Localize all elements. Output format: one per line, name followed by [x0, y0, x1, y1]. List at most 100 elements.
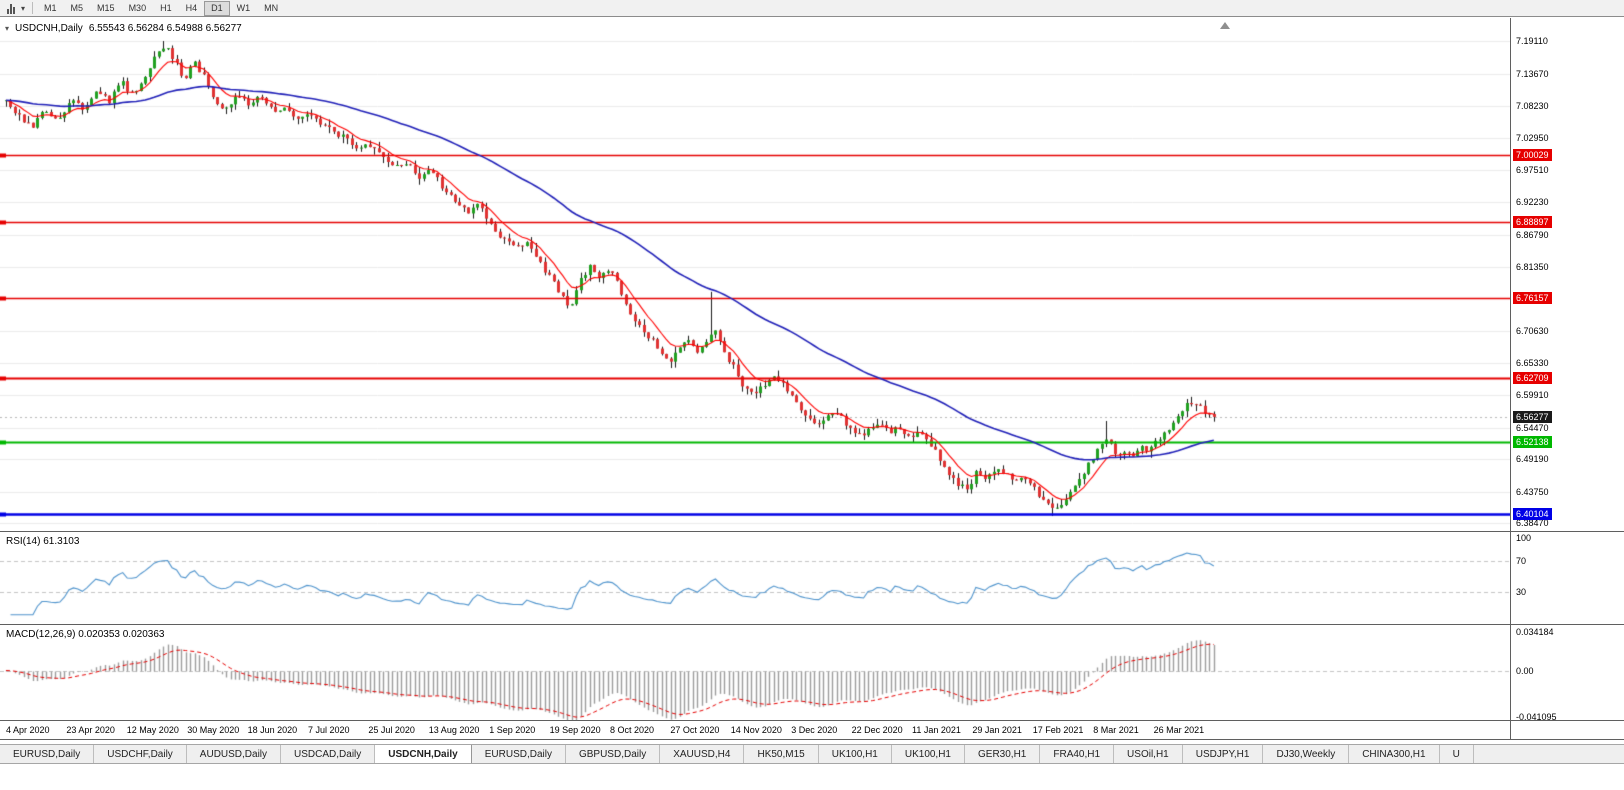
price-tick-label: 6.49190 [1516, 454, 1549, 465]
chart-tab[interactable]: U [1439, 745, 1474, 763]
time-axis[interactable]: 4 Apr 2020 23 Apr 2020 12 May 2020 30 May 2… [0, 721, 1510, 739]
price-tick-label: 6.38470 [1516, 518, 1549, 529]
chart-type-icon-bar [7, 8, 9, 14]
timeframe-button-w1[interactable]: W1 [236, 2, 251, 13]
price-tick-label: 6.54470 [1516, 422, 1549, 433]
date-label: 8 Oct 2020 [610, 725, 655, 735]
chart-tab[interactable]: GBPUSD,Daily [565, 745, 661, 763]
chart-tab[interactable]: FRA40,H1 [1040, 745, 1115, 763]
timeframe-button-m5[interactable]: M5 [70, 2, 84, 13]
date-label: 14 Nov 2020 [730, 725, 782, 735]
price-axis-border [1510, 18, 1511, 740]
chart-tab[interactable]: XAUUSD,H4 [660, 745, 745, 763]
macd-scale-label: 0.00 [1516, 665, 1534, 676]
price-tick-label: 7.19110 [1516, 36, 1548, 47]
price-tick-label: 6.65330 [1516, 357, 1549, 368]
price-tick-label: 6.81350 [1516, 262, 1549, 273]
date-label: 11 Jan 2021 [912, 725, 961, 735]
date-label: 30 May 2020 [187, 725, 240, 735]
price-tick-label: 7.02950 [1516, 132, 1549, 143]
date-label: 22 Dec 2020 [851, 725, 903, 735]
chart-tab[interactable]: UK100,H1 [891, 745, 965, 763]
price-tick-label: 6.59910 [1516, 390, 1549, 401]
rsi-label: RSI(14) 61.3103 [6, 536, 80, 547]
chart-shift-marker-icon[interactable] [1220, 22, 1230, 29]
chart-tab[interactable]: EURUSD,Daily [0, 745, 95, 763]
timeframe-button-d1[interactable]: D1 [204, 0, 230, 16]
date-label: 3 Dec 2020 [791, 725, 838, 735]
date-label: 7 Jul 2020 [308, 725, 350, 735]
chart-bottom-border [0, 739, 1624, 740]
date-label: 18 Jun 2020 [247, 725, 298, 735]
price-tick-label: 6.70630 [1516, 326, 1549, 337]
rsi-scale-label: 70 [1516, 556, 1527, 567]
symbol-label: USDCNH,Daily [15, 23, 83, 34]
chart-tab[interactable]: UK100,H1 [818, 745, 892, 763]
price-axis[interactable]: 7.19110 7.13670 7.08230 7.02950 6.97510 6.922… [1511, 18, 1624, 740]
time-axis-border [0, 720, 1624, 721]
timeframe-button-m30[interactable]: M30 [128, 2, 147, 13]
macd-scale-label: 0.034184 [1516, 626, 1554, 637]
toolbar: ▾ M1 M5 M15 M30 H1 H4 D1 W1 MN [0, 0, 1624, 17]
date-label: 26 Mar 2021 [1153, 725, 1205, 735]
level-price-label: 6.88897 [1513, 215, 1552, 228]
chart-type-icon-bar [13, 6, 15, 14]
level-price-label: 7.00029 [1513, 149, 1552, 162]
macd-scale-label: -0.041095 [1516, 712, 1557, 723]
chart-tab[interactable]: HK50,M15 [744, 745, 819, 763]
chart-tab[interactable]: AUDUSD,Daily [186, 745, 282, 763]
date-label: 8 Mar 2021 [1093, 725, 1139, 735]
chart-tab[interactable]: EURUSD,Daily [471, 745, 566, 763]
panel-separator[interactable] [0, 531, 1624, 532]
chart-tab[interactable]: GER30,H1 [965, 745, 1041, 763]
level-price-label: 6.52138 [1513, 435, 1552, 448]
level-price-label: 6.76157 [1513, 292, 1552, 305]
chart-tab[interactable]: CHINA300,H1 [1349, 745, 1440, 763]
timeframe-group: M1 M5 M15 M30 H1 H4 D1 W1 MN [37, 0, 285, 16]
chart-tab[interactable]: DJ30,Weekly [1263, 745, 1350, 763]
price-tick-label: 6.86790 [1516, 229, 1549, 240]
price-tick-label: 6.92230 [1516, 196, 1549, 207]
rsi-panel-canvas[interactable] [0, 532, 1510, 624]
chart-type-icon-bar [10, 3, 12, 14]
timeframe-button-m1[interactable]: M1 [44, 2, 57, 13]
date-label: 29 Jan 2021 [972, 725, 1022, 735]
ohlc-values: 6.55543 6.56284 6.54988 6.56277 [88, 23, 242, 34]
date-label: 19 Sep 2020 [549, 725, 601, 735]
level-price-label: 6.40104 [1513, 507, 1552, 520]
date-label: 17 Feb 2021 [1032, 725, 1084, 735]
macd-panel-canvas[interactable] [0, 625, 1510, 720]
date-label: 1 Sep 2020 [489, 725, 536, 735]
date-label: 12 May 2020 [126, 725, 179, 735]
main-chart-canvas[interactable] [0, 18, 1510, 531]
chart-tab[interactable]: USDCHF,Daily [94, 745, 187, 763]
toolbar-separator [32, 2, 34, 14]
timeframe-button-mn[interactable]: MN [264, 2, 279, 13]
price-tick-label: 6.43750 [1516, 486, 1549, 497]
timeframe-button-h1[interactable]: H1 [160, 2, 172, 13]
date-label: 4 Apr 2020 [6, 725, 50, 735]
current-price-label: 6.56277 [1513, 410, 1552, 423]
timeframe-button-m15[interactable]: M15 [97, 2, 115, 13]
chart-tab[interactable]: USDCNH,Daily [375, 745, 472, 763]
price-tick-label: 6.97510 [1516, 165, 1549, 176]
macd-label: MACD(12,26,9) 0.020353 0.020363 [6, 629, 165, 640]
price-tick-label: 7.08230 [1516, 101, 1549, 112]
chart-type-icon[interactable] [4, 3, 18, 14]
date-label: 27 Oct 2020 [670, 725, 720, 735]
date-label: 25 Jul 2020 [368, 725, 415, 735]
chart-tab[interactable]: USDCAD,Daily [281, 745, 376, 763]
panel-separator[interactable] [0, 624, 1624, 625]
one-click-trading-icon[interactable]: ▾ [5, 24, 10, 33]
level-price-label: 6.62709 [1513, 372, 1552, 385]
rsi-scale-label: 30 [1516, 586, 1527, 597]
rsi-scale-label: 100 [1516, 533, 1532, 544]
timeframe-button-h4[interactable]: H4 [185, 2, 198, 13]
chart-tab[interactable]: USOil,H1 [1114, 745, 1183, 763]
chart-area: ▾ USDCNH,Daily 6.55543 6.56284 6.54988 6… [0, 18, 1624, 740]
date-label: 13 Aug 2020 [428, 725, 480, 735]
chart-tab[interactable]: USDJPY,H1 [1182, 745, 1264, 763]
chart-tab-bar: EURUSD,Daily USDCHF,Daily AUDUSD,Daily USDC… [0, 744, 1624, 764]
chart-type-dropdown-icon[interactable]: ▾ [21, 3, 26, 13]
